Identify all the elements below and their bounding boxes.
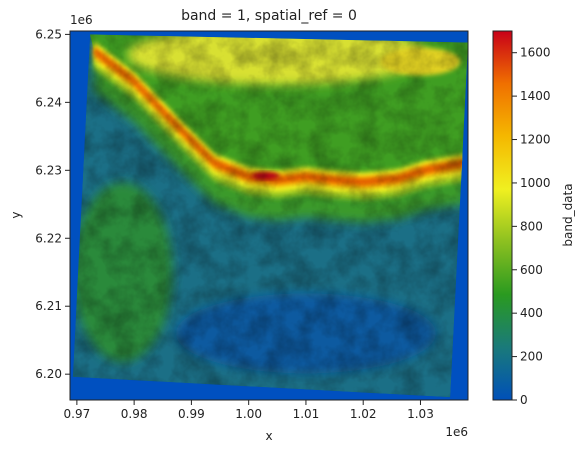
x-axis: 0.97 0.98 0.99 1.00 1.01 1.02 1.03 bbox=[64, 400, 434, 421]
colorbar-tick-label: 1600 bbox=[520, 46, 551, 60]
colorbar bbox=[492, 30, 513, 401]
raster-tile bbox=[72, 34, 468, 398]
x-tick-label: 1.02 bbox=[350, 407, 377, 421]
y-tick-label: 6.20 bbox=[35, 367, 62, 381]
colorbar-tick-label: 0 bbox=[520, 393, 528, 407]
x-tick-label: 1.01 bbox=[293, 407, 320, 421]
y-axis-label: y bbox=[9, 211, 23, 218]
colorbar-tick-label: 600 bbox=[520, 263, 543, 277]
y-tick-label: 6.22 bbox=[35, 231, 62, 245]
x-tick-label: 1.00 bbox=[235, 407, 262, 421]
x-tick-label: 0.99 bbox=[178, 407, 205, 421]
x-axis-label: x bbox=[265, 429, 272, 443]
chart-title: band = 1, spatial_ref = 0 bbox=[181, 8, 357, 24]
colorbar-axis: 0 200 400 600 800 1000 1200 1400 1600 bbox=[512, 46, 551, 407]
colorbar-tick-label: 800 bbox=[520, 219, 543, 233]
colorbar-tick-label: 1200 bbox=[520, 133, 551, 147]
y-axis: 6.20 6.21 6.22 6.23 6.24 6.25 bbox=[35, 27, 70, 381]
y-tick-label: 6.21 bbox=[35, 299, 62, 313]
colorbar-tick-label: 1400 bbox=[520, 89, 551, 103]
terrain-texture bbox=[72, 34, 468, 398]
x-tick-label: 0.97 bbox=[64, 407, 91, 421]
colorbar-tick-label: 400 bbox=[520, 306, 543, 320]
colorbar-label: band_data bbox=[561, 183, 575, 246]
x-offset-label: 1e6 bbox=[445, 425, 468, 439]
x-tick-label: 1.03 bbox=[407, 407, 434, 421]
plot-area bbox=[70, 31, 468, 400]
plot-frame bbox=[69, 30, 469, 401]
x-tick-label: 0.98 bbox=[121, 407, 148, 421]
colorbar-tick-label: 1000 bbox=[520, 176, 551, 190]
y-offset-label: 1e6 bbox=[70, 13, 93, 27]
colorbar-tick-label: 200 bbox=[520, 350, 543, 364]
y-tick-label: 6.25 bbox=[35, 27, 62, 41]
y-tick-label: 6.23 bbox=[35, 163, 62, 177]
y-tick-label: 6.24 bbox=[35, 95, 62, 109]
terrain-raster bbox=[72, 34, 468, 398]
